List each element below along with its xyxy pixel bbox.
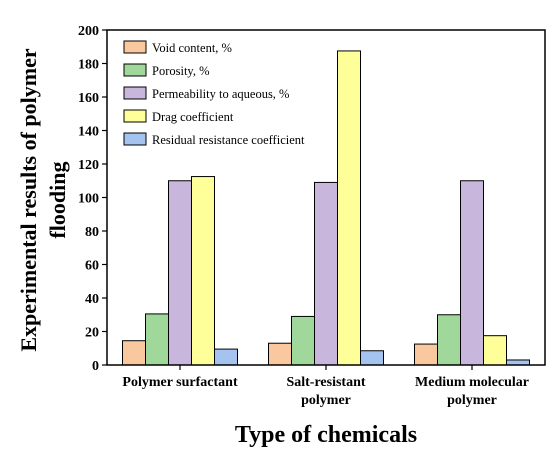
y-tick-label: 180	[78, 58, 99, 73]
bar	[268, 342, 292, 366]
x-axis: Polymer surfactant Salt-resistant polymer M…	[122, 365, 529, 408]
legend-swatch	[123, 86, 147, 100]
x-axis-title: Type of chemicals	[235, 422, 417, 448]
category-label: Medium molecular polymer	[415, 375, 529, 408]
bar	[314, 181, 338, 366]
bar	[414, 343, 438, 366]
legend-label: Drag coefficient	[152, 110, 234, 124]
legend-swatch	[123, 109, 147, 123]
bar	[214, 348, 238, 366]
y-tick-label: 100	[78, 192, 99, 207]
legend-label: Residual resistance coefficient	[152, 133, 305, 147]
bar	[145, 313, 169, 366]
bar	[168, 180, 192, 366]
bar	[360, 350, 384, 366]
category-label: Polymer surfactant	[122, 375, 238, 390]
bar	[191, 176, 215, 366]
bar	[122, 340, 146, 366]
legend-label: Void content, %	[152, 41, 232, 55]
bar	[437, 314, 461, 366]
y-tick-label: 40	[85, 292, 99, 307]
legend-label: Permeability to aqueous, %	[152, 87, 289, 101]
legend-label: Porosity, %	[152, 64, 210, 78]
legend: Void content, % Porosity, % Permeability t…	[123, 40, 305, 147]
bar	[291, 315, 315, 366]
y-tick-label: 80	[85, 225, 99, 240]
y-tick-label: 60	[85, 259, 99, 274]
bar	[460, 180, 484, 366]
y-axis: 0 20 40 60 80 100 120 140 160 180 200	[78, 24, 107, 374]
y-tick-label: 20	[85, 326, 99, 341]
bar	[506, 359, 530, 366]
y-tick-label: 0	[92, 359, 99, 374]
y-tick-label: 160	[78, 91, 99, 106]
legend-swatch	[123, 132, 147, 146]
legend-swatch	[123, 40, 147, 54]
bar	[483, 335, 507, 366]
y-tick-label: 200	[78, 24, 99, 39]
bar	[337, 50, 361, 366]
y-tick-label: 120	[78, 158, 99, 173]
y-axis-title: Experimental results of polymer flooding	[16, 48, 70, 352]
y-tick-label: 140	[78, 125, 99, 140]
category-label: Salt-resistant polymer	[286, 375, 365, 408]
legend-swatch	[123, 63, 147, 77]
